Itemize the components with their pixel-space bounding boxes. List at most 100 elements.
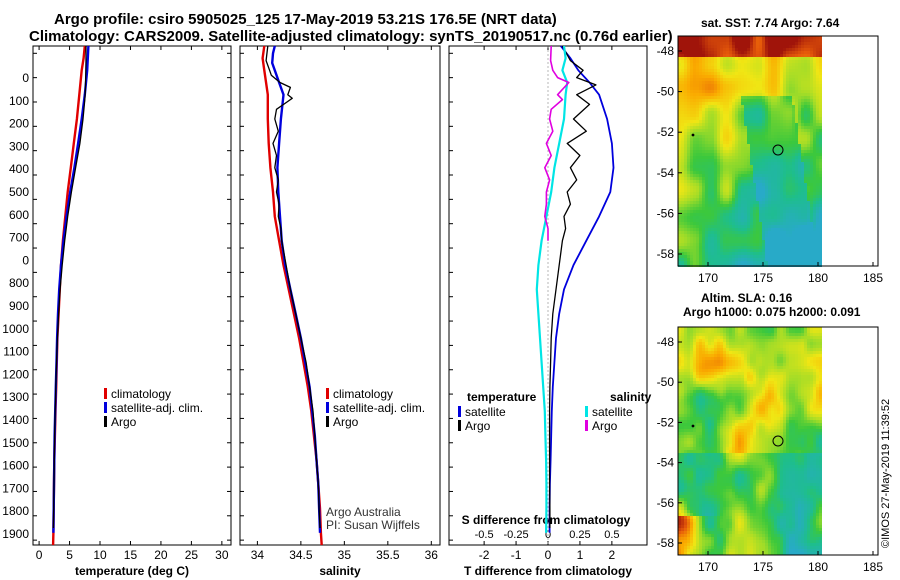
map-cell bbox=[687, 222, 690, 225]
map-cell bbox=[768, 39, 771, 42]
map-cell bbox=[693, 144, 696, 147]
map-cell bbox=[819, 180, 822, 183]
map-cell bbox=[789, 216, 792, 219]
map-cell bbox=[789, 81, 792, 84]
map-cell bbox=[744, 390, 747, 393]
map-cell bbox=[750, 390, 753, 393]
map-cell bbox=[696, 186, 699, 189]
map-cell bbox=[819, 51, 822, 54]
map-cell bbox=[780, 105, 783, 108]
map-cell bbox=[750, 105, 753, 108]
map-cell bbox=[735, 213, 738, 216]
map-cell bbox=[690, 357, 693, 360]
map-cell bbox=[801, 183, 804, 186]
map-cell bbox=[693, 54, 696, 57]
map-cell bbox=[717, 333, 720, 336]
map-cell bbox=[714, 351, 717, 354]
map-cell bbox=[804, 105, 807, 108]
map-cell bbox=[816, 90, 819, 93]
map-cell bbox=[792, 186, 795, 189]
map-cell bbox=[774, 129, 777, 132]
map-cell bbox=[813, 366, 816, 369]
map-cell bbox=[786, 261, 789, 264]
map-cell bbox=[816, 129, 819, 132]
map-cell bbox=[687, 366, 690, 369]
map-cell bbox=[777, 342, 780, 345]
map-cell bbox=[765, 204, 768, 207]
map-cell bbox=[774, 192, 777, 195]
map-cell bbox=[702, 201, 705, 204]
map-cell bbox=[762, 210, 765, 213]
map-cell bbox=[774, 87, 777, 90]
map-cell bbox=[813, 57, 816, 60]
map-cell bbox=[819, 261, 822, 264]
map-cell bbox=[690, 78, 693, 81]
map-cell bbox=[804, 330, 807, 333]
depth-tick-label: 0 bbox=[22, 71, 29, 85]
map-cell bbox=[720, 102, 723, 105]
map-cell bbox=[768, 366, 771, 369]
map-cell bbox=[795, 363, 798, 366]
map-cell bbox=[792, 354, 795, 357]
map-cell bbox=[726, 330, 729, 333]
map-cell bbox=[768, 216, 771, 219]
map-cell bbox=[801, 351, 804, 354]
map-cell bbox=[687, 219, 690, 222]
map-cell bbox=[753, 159, 756, 162]
map-cell bbox=[792, 171, 795, 174]
map-cell bbox=[735, 255, 738, 258]
map-cell bbox=[699, 96, 702, 99]
map-cell bbox=[732, 207, 735, 210]
map-cell bbox=[783, 123, 786, 126]
map-cell bbox=[804, 81, 807, 84]
map-cell bbox=[699, 84, 702, 87]
map-cell bbox=[696, 120, 699, 123]
map-cell bbox=[810, 129, 813, 132]
map-cell bbox=[720, 126, 723, 129]
map-cell bbox=[726, 129, 729, 132]
map-cell bbox=[819, 174, 822, 177]
map-cell bbox=[702, 369, 705, 372]
map-cell bbox=[783, 117, 786, 120]
map-cell bbox=[741, 69, 744, 72]
map-cell bbox=[723, 255, 726, 258]
map-cell bbox=[708, 186, 711, 189]
map-cell bbox=[699, 60, 702, 63]
map-cell bbox=[684, 153, 687, 156]
map-cell bbox=[756, 147, 759, 150]
map-cell bbox=[747, 339, 750, 342]
map-cell bbox=[780, 159, 783, 162]
map-cell bbox=[738, 54, 741, 57]
map-cell bbox=[747, 81, 750, 84]
map-cell bbox=[795, 150, 798, 153]
map-cell bbox=[783, 66, 786, 69]
map-cell bbox=[696, 363, 699, 366]
map-cell bbox=[726, 237, 729, 240]
map-cell bbox=[720, 369, 723, 372]
map-cell bbox=[819, 348, 822, 351]
map-cell bbox=[726, 159, 729, 162]
map-cell bbox=[714, 150, 717, 153]
map-cell bbox=[807, 216, 810, 219]
map-cell bbox=[783, 210, 786, 213]
map-cell bbox=[714, 204, 717, 207]
map-cell bbox=[795, 231, 798, 234]
map-cell bbox=[744, 204, 747, 207]
map-cell bbox=[699, 150, 702, 153]
map-cell bbox=[750, 360, 753, 363]
map-cell bbox=[708, 366, 711, 369]
map-cell bbox=[807, 360, 810, 363]
map-cell bbox=[801, 120, 804, 123]
map-cell bbox=[726, 243, 729, 246]
map-cell bbox=[768, 168, 771, 171]
map-cell bbox=[762, 96, 765, 99]
map-cell bbox=[687, 135, 690, 138]
map-cell bbox=[789, 165, 792, 168]
map-cell bbox=[771, 126, 774, 129]
map-cell bbox=[720, 180, 723, 183]
map-cell bbox=[798, 123, 801, 126]
map-cell bbox=[762, 204, 765, 207]
map-cell bbox=[738, 375, 741, 378]
map-cell bbox=[711, 126, 714, 129]
